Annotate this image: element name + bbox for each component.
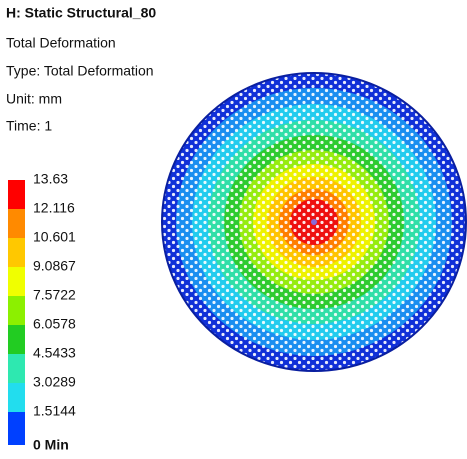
legend-label: 1.5144 <box>33 403 76 419</box>
legend-label: 6.0578 <box>33 316 76 332</box>
legend-label: 3.0289 <box>33 374 76 390</box>
legend-label: 12.116 <box>33 200 75 216</box>
header-line: Time: 1 <box>6 118 52 134</box>
legend-label: 9.0867 <box>33 258 76 274</box>
screenshot: H: Static Structural_80 Total Deformatio… <box>0 0 467 459</box>
header-line: Total Deformation <box>6 35 116 51</box>
result-title: H: Static Structural_80 <box>6 5 156 21</box>
legend-label: 13.63 <box>33 171 68 187</box>
legend-label: 10.601 <box>33 229 76 245</box>
header-line: Type: Total Deformation <box>6 63 154 79</box>
legend-label: 0 Min <box>33 437 69 453</box>
legend-label: 4.5433 <box>33 345 76 361</box>
legend-label: 7.5722 <box>33 287 76 303</box>
color-bar <box>8 180 25 445</box>
legend-labels: 13.63 12.116 10.601 9.0867 7.5722 6.0578… <box>33 171 76 453</box>
header-line: Unit: mm <box>6 91 62 107</box>
